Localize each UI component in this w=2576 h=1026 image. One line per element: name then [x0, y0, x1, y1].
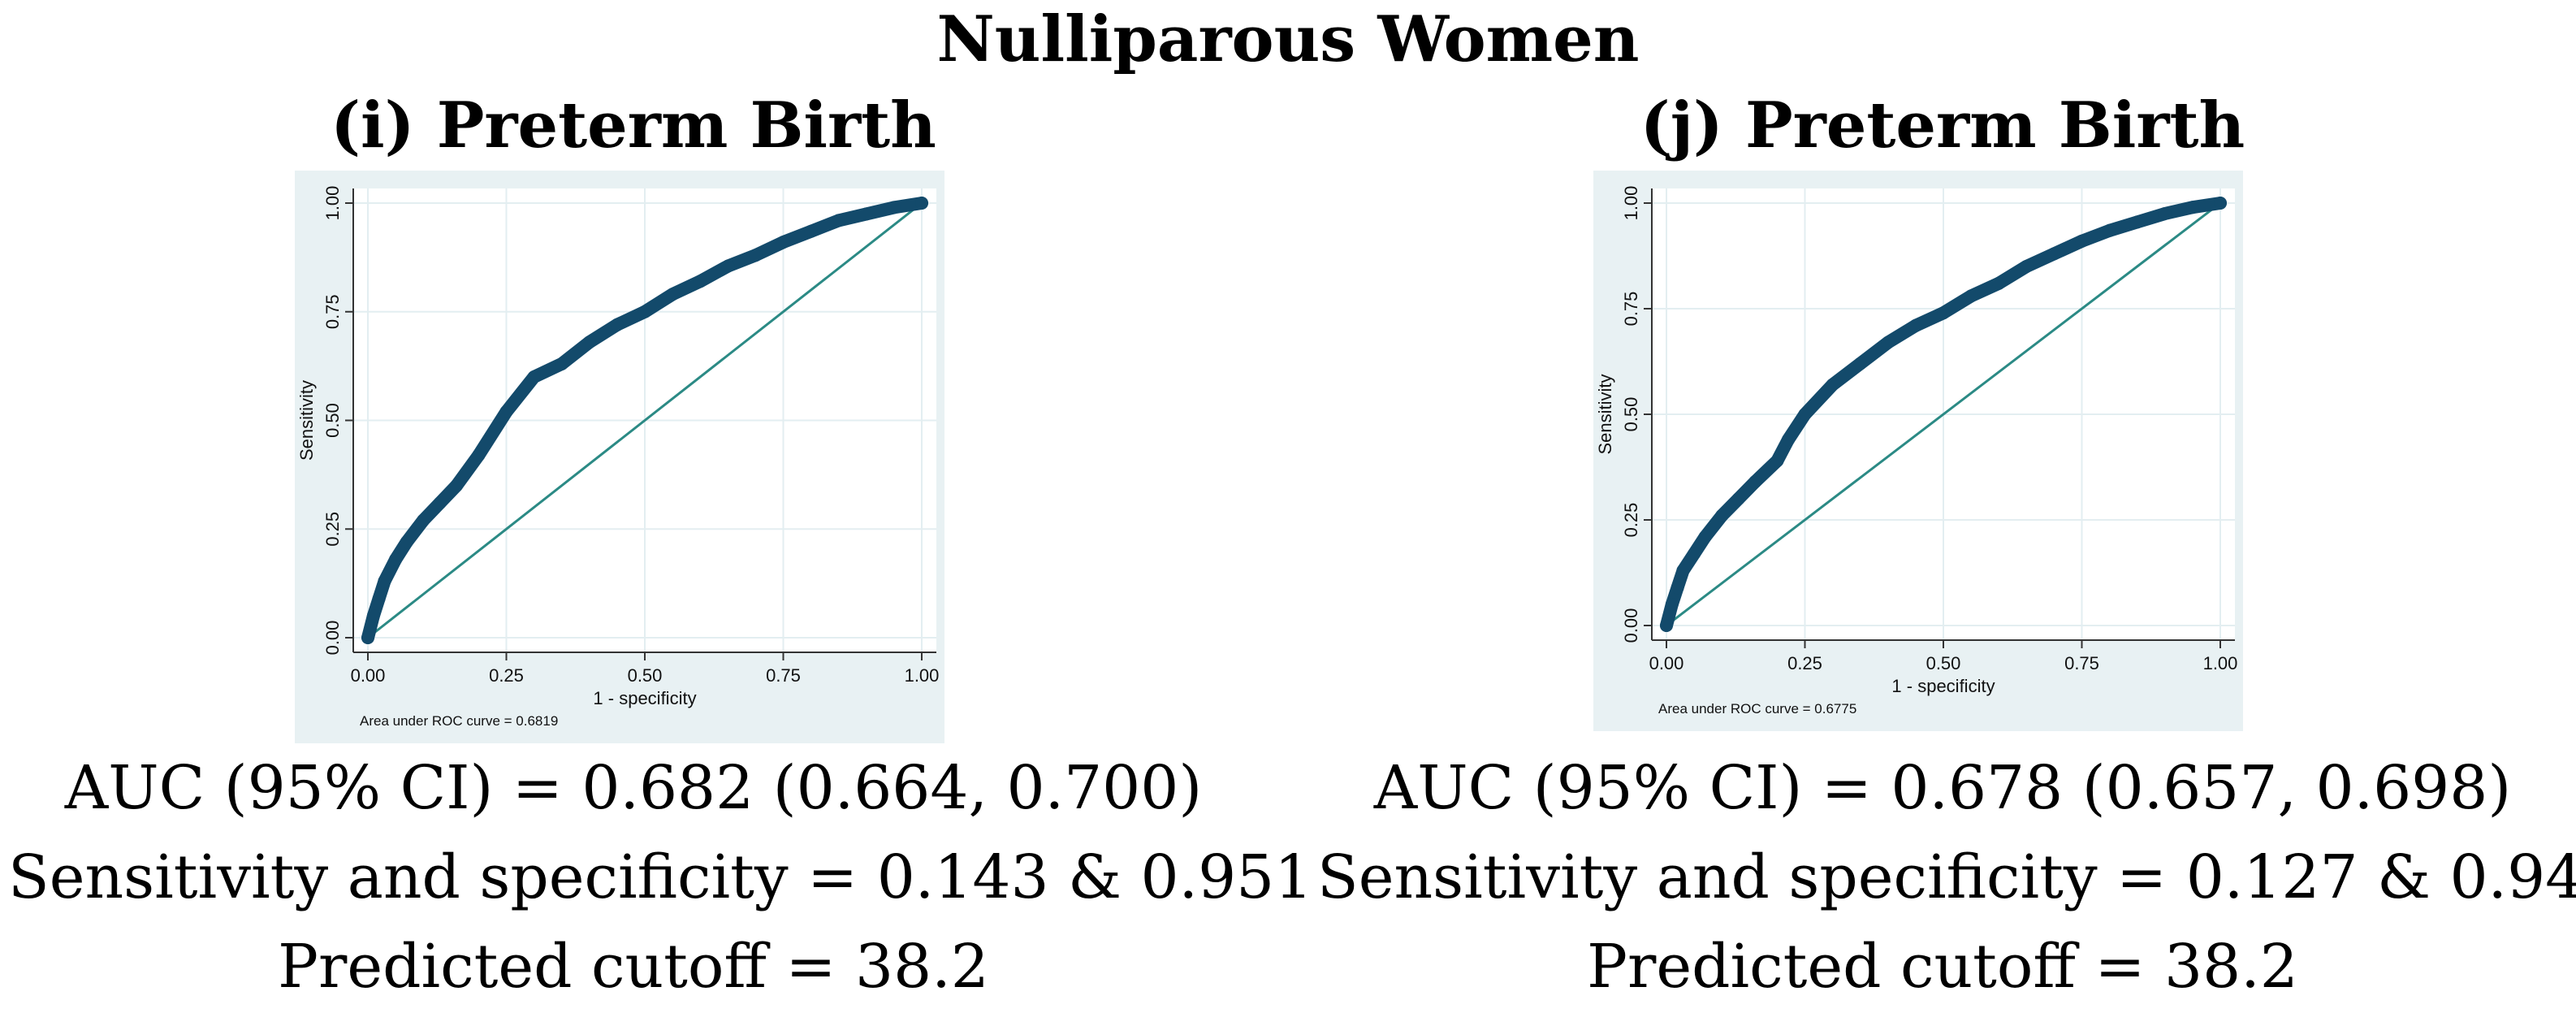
x-tick-label: 0.75: [2064, 653, 2099, 673]
roc-point: [1770, 454, 1784, 468]
auc-text: AUC (95% CI) = 0.682 (0.664, 0.700): [64, 753, 1203, 823]
figure-title: Nulliparous Women: [936, 2, 1640, 76]
y-tick-label: 0.50: [322, 403, 343, 438]
roc-point: [378, 574, 391, 588]
roc-point: [1908, 318, 1922, 332]
x-axis-title: 1 - specificity: [1891, 676, 1995, 696]
roc-point: [1782, 433, 1796, 447]
roc-point: [776, 236, 790, 249]
roc-point: [450, 478, 464, 492]
y-tick-label: 1.00: [1621, 186, 1641, 221]
roc-point: [2214, 197, 2227, 210]
y-tick-label: 0.50: [1621, 397, 1641, 432]
roc-point: [804, 224, 818, 238]
y-tick-label: 1.00: [322, 186, 343, 221]
roc-point: [832, 214, 845, 227]
roc-point: [1937, 306, 1950, 320]
roc-point: [1853, 357, 1867, 370]
panel-title: (i) Preterm Birth: [331, 89, 936, 162]
roc-chart-i: 0.00 0.25 0.50 0.75 1.00 0.00 0.25 0.50 0.75 1.00…: [295, 171, 944, 743]
roc-point: [1798, 408, 1812, 421]
roc-point: [582, 336, 596, 349]
roc-point: [499, 405, 513, 418]
x-tick-label: 1.00: [2203, 653, 2238, 673]
roc-point: [361, 631, 374, 644]
x-tick-label: 0.25: [489, 665, 524, 686]
auc-note: Area under ROC curve = 0.6775: [1658, 701, 1856, 716]
roc-point: [1660, 619, 1673, 632]
roc-point: [1826, 378, 1839, 392]
x-tick-label: 1.00: [905, 665, 940, 686]
y-tick-label: 0.25: [1621, 503, 1641, 538]
predicted-cutoff-text: Predicted cutoff = 38.2: [1587, 932, 2298, 1002]
x-tick-label: 0.75: [766, 665, 801, 686]
roc-point: [638, 305, 651, 318]
roc-point: [1881, 336, 1895, 349]
roc-point: [1698, 530, 1712, 543]
x-tick-label: 0.00: [1649, 653, 1684, 673]
roc-point: [2185, 201, 2199, 214]
roc-point: [417, 513, 430, 527]
roc-point: [887, 201, 901, 214]
reference-line: [367, 201, 923, 639]
roc-point: [1748, 475, 1762, 489]
roc-point: [2020, 260, 2034, 273]
roc-point: [1731, 492, 1745, 505]
roc-point: [666, 288, 680, 301]
roc-point: [2130, 215, 2144, 229]
y-tick-label: 0.00: [1621, 608, 1641, 643]
roc-point: [610, 318, 624, 331]
roc-point: [749, 249, 763, 262]
roc-point: [555, 357, 568, 370]
roc-point: [859, 207, 873, 221]
y-tick-label: 0.00: [322, 621, 343, 656]
roc-point: [1964, 289, 1978, 303]
sensitivity-specificity-text: Sensitivity and specificity = 0.127 & 0.…: [1317, 842, 2576, 912]
auc-text: AUC (95% CI) = 0.678 (0.657, 0.698): [1373, 753, 2512, 823]
roc-point: [2158, 207, 2172, 220]
roc-point: [472, 448, 486, 462]
panel-title: (j) Preterm Birth: [1640, 89, 2245, 162]
sensitivity-specificity-text: Sensitivity and specificity = 0.143 & 0.…: [8, 842, 1313, 912]
roc-point: [433, 496, 447, 510]
auc-note: Area under ROC curve = 0.6819: [360, 713, 558, 729]
y-axis-title: Sensitivity: [1595, 374, 1615, 454]
roc-point: [1715, 509, 1729, 522]
roc-point: [1665, 598, 1679, 611]
roc-point: [366, 609, 380, 623]
y-axis-title: Sensitivity: [296, 380, 317, 461]
roc-point: [2047, 247, 2061, 261]
roc-chart-j: 0.00 0.25 0.50 0.75 1.00 0.00 0.25 0.50 0.75 1.00…: [1593, 171, 2243, 731]
roc-point: [1676, 564, 1690, 578]
x-tick-label: 0.00: [351, 665, 386, 686]
predicted-cutoff-text: Predicted cutoff = 38.2: [278, 932, 989, 1002]
roc-point: [1688, 547, 1701, 561]
roc-point: [915, 197, 928, 210]
reference-line: [1666, 201, 2221, 627]
x-tick-label: 0.50: [628, 665, 663, 686]
x-axis-title: 1 - specificity: [593, 688, 696, 708]
x-tick-label: 0.25: [1787, 653, 1822, 673]
roc-point: [2075, 234, 2089, 248]
roc-point: [721, 259, 735, 273]
y-tick-label: 0.25: [322, 512, 343, 547]
panel-j: (j) Preterm Birth 0.00 0.25 0.50 0.75 1.00 0.…: [1317, 89, 2576, 1024]
roc-point: [400, 535, 413, 549]
roc-point: [527, 370, 541, 383]
roc-point: [389, 552, 403, 566]
y-tick-label: 0.75: [1621, 292, 1641, 327]
roc-point: [2103, 223, 2116, 237]
roc-point: [1671, 581, 1684, 595]
y-tick-label: 0.75: [322, 294, 343, 329]
roc-point: [694, 275, 707, 288]
panel-i: (i) Preterm Birth 0.00 0.25 0.50 0.75 1.00 0.…: [8, 89, 1313, 1024]
x-tick-label: 0.50: [1926, 653, 1961, 673]
roc-point: [372, 591, 386, 605]
roc-point: [1992, 276, 2006, 290]
